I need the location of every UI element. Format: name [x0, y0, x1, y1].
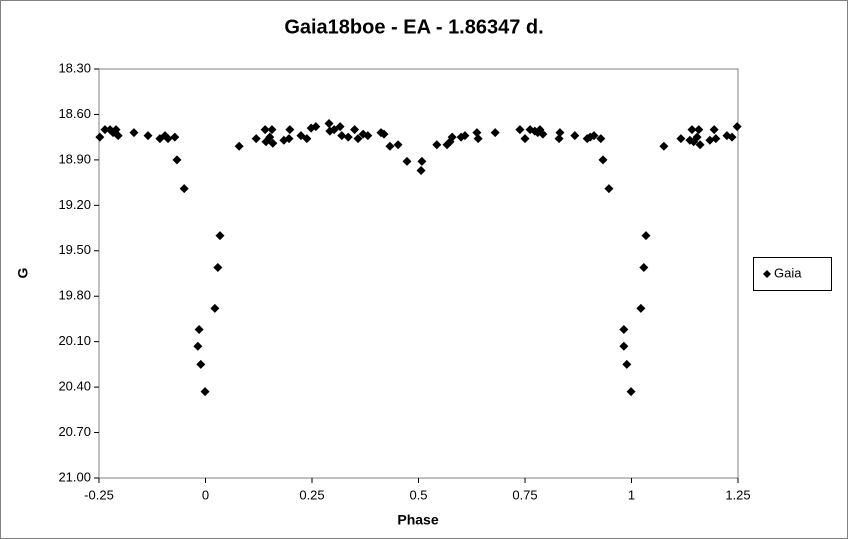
data-point [732, 122, 742, 132]
data-point [417, 156, 427, 166]
data-point [284, 134, 294, 144]
data-point [709, 125, 719, 135]
data-point [641, 231, 651, 241]
data-point [179, 184, 189, 194]
data-point [193, 341, 203, 351]
data-point [727, 132, 737, 142]
data-point [472, 128, 482, 138]
data-point [385, 141, 395, 151]
data-point [215, 231, 225, 241]
data-point [350, 125, 360, 135]
data-point [170, 132, 180, 142]
y-tick-label: 19.50 [58, 242, 91, 257]
data-point [251, 134, 261, 144]
plot-area [98, 68, 739, 479]
data-point [129, 128, 139, 138]
data-point [676, 134, 686, 144]
data-point [234, 141, 244, 151]
y-tick-label: 20.40 [58, 379, 91, 394]
y-tick-label: 19.20 [58, 197, 91, 212]
y-tick-label: 18.60 [58, 106, 91, 121]
data-point [619, 325, 629, 335]
data-point [589, 131, 599, 141]
data-point [555, 128, 565, 138]
data-point [324, 119, 334, 129]
data-point [268, 138, 278, 148]
data-point [687, 125, 697, 135]
data-point [335, 122, 345, 132]
x-tick-label: 0 [202, 487, 209, 502]
data-point [711, 134, 721, 144]
y-tick-label: 21.00 [58, 469, 91, 484]
y-tick-label: 20.70 [58, 424, 91, 439]
data-point [694, 125, 704, 135]
chart-title: Gaia18boe - EA - 1.86347 d. [284, 16, 543, 38]
y-axis-title: G [15, 267, 31, 278]
data-point [596, 134, 606, 144]
data-point [163, 134, 173, 144]
data-point [416, 165, 426, 175]
legend-marker [763, 270, 771, 278]
x-tick-label: -0.25 [84, 487, 114, 502]
data-point [100, 125, 110, 135]
data-point [626, 387, 636, 397]
data-point [265, 132, 275, 142]
data-point [473, 134, 483, 144]
data-point [353, 134, 363, 144]
data-point [659, 141, 669, 151]
data-point [196, 359, 206, 369]
data-point [402, 156, 412, 166]
x-tick-label: 1.25 [725, 487, 750, 502]
data-point [639, 262, 649, 272]
x-tick-label: 0.5 [409, 487, 427, 502]
x-axis-title: Phase [397, 512, 438, 528]
data-point [213, 262, 223, 272]
data-point [194, 325, 204, 335]
data-point [285, 125, 295, 135]
data-point [143, 131, 153, 141]
y-tick-label: 18.30 [58, 60, 91, 75]
data-point [210, 303, 220, 313]
data-point [113, 131, 123, 141]
x-tick-label: 0.25 [299, 487, 324, 502]
data-point [622, 359, 632, 369]
data-point [598, 155, 608, 165]
data-point [538, 129, 548, 139]
data-point [393, 140, 403, 150]
data-point [515, 125, 525, 135]
legend-label: Gaia [774, 265, 802, 280]
data-point [490, 128, 500, 138]
data-point [460, 131, 470, 141]
data-point [343, 132, 353, 142]
data-point [379, 129, 389, 139]
data-point [554, 134, 564, 144]
data-point [267, 125, 277, 135]
data-point [200, 387, 210, 397]
data-point [447, 132, 457, 142]
data-point [695, 140, 705, 150]
data-point [172, 155, 182, 165]
data-point [570, 131, 580, 141]
data-point [520, 134, 530, 144]
data-point [619, 341, 629, 351]
y-tick-label: 18.90 [58, 151, 91, 166]
x-tick-label: 1 [628, 487, 635, 502]
y-tick-label: 19.80 [58, 288, 91, 303]
data-point [95, 132, 105, 142]
y-tick-label: 20.10 [58, 333, 91, 348]
x-tick-label: 0.75 [512, 487, 537, 502]
data-point [692, 132, 702, 142]
data-point [260, 125, 270, 135]
data-point [311, 122, 321, 132]
data-point [604, 184, 614, 194]
data-point [302, 134, 312, 144]
data-point [636, 303, 646, 313]
data-point [337, 131, 347, 141]
data-point [363, 131, 373, 141]
data-point [432, 140, 442, 150]
